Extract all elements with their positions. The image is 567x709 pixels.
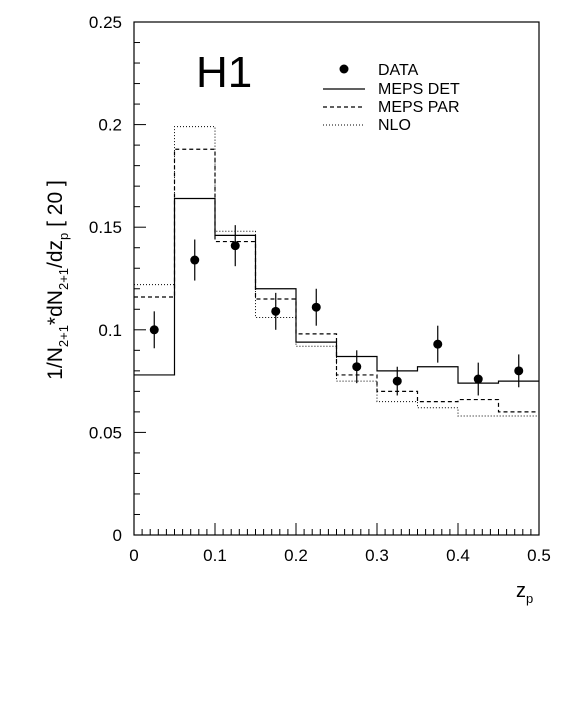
experiment-label: H1	[196, 48, 252, 97]
y-tick-label: 0.1	[98, 321, 122, 340]
y-label-part-2: *dN	[44, 290, 67, 325]
y-tick-label: 0.2	[98, 116, 122, 135]
y-tick-label: 0.05	[89, 423, 122, 442]
data-points	[149, 225, 524, 396]
y-label-sub-2: 2+1	[56, 268, 71, 290]
x-axis-label: zp	[516, 580, 533, 606]
x-tick-label: 0.3	[365, 546, 389, 565]
data-point	[190, 255, 200, 265]
data-point	[392, 376, 402, 386]
y-tick-label: 0.25	[89, 13, 122, 32]
data-point	[311, 302, 321, 312]
y-label-sub-1: 2+1	[56, 325, 71, 347]
legend-label-meps-det: MEPS DET	[378, 81, 460, 98]
y-tick-labels: 0 0.05 0.1 0.15 0.2 0.25	[89, 13, 122, 545]
x-tick-label: 0.5	[527, 546, 551, 565]
data-point	[352, 362, 362, 372]
x-tick-label: 0.2	[284, 546, 308, 565]
legend-marker-data	[339, 64, 349, 74]
svg-text:1/N2+1*dN2+1/dzp [ 20 ]: 1/N2+1*dN2+1/dzp [ 20 ]	[44, 180, 71, 380]
axis-ticks	[133, 21, 540, 536]
series-meps-det	[134, 197, 539, 384]
x-tick-label: 0.1	[203, 546, 227, 565]
x-tick-label: 0.4	[446, 546, 470, 565]
y-tick-label: 0.15	[89, 218, 122, 237]
x-axis-label-main: z	[516, 580, 526, 602]
legend: DATA MEPS DET MEPS PAR NLO	[323, 62, 460, 134]
x-axis-label-sub: p	[526, 591, 533, 606]
svg-text:zp: zp	[516, 580, 533, 606]
y-tick-label: 0	[113, 526, 122, 545]
y-label-part-3: /dz	[44, 240, 67, 268]
data-point	[473, 374, 483, 384]
y-label-part-4: [ 20 ]	[44, 180, 67, 233]
data-point	[514, 366, 524, 376]
x-tick-labels: 0 0.1 0.2 0.3 0.4 0.5	[129, 546, 551, 565]
data-point	[149, 325, 159, 335]
data-point	[230, 241, 240, 251]
y-axis-label: 1/N2+1*dN2+1/dzp [ 20 ]	[44, 180, 71, 380]
data-point	[433, 339, 443, 349]
legend-label-meps-par: MEPS PAR	[378, 99, 460, 116]
legend-label-data: DATA	[378, 62, 419, 79]
legend-label-nlo: NLO	[378, 117, 411, 134]
x-tick-label: 0	[129, 546, 138, 565]
histograms	[134, 126, 539, 417]
y-label-part-1: 1/N	[44, 347, 67, 380]
y-label-sub-3: p	[56, 233, 71, 240]
data-point	[271, 306, 281, 316]
